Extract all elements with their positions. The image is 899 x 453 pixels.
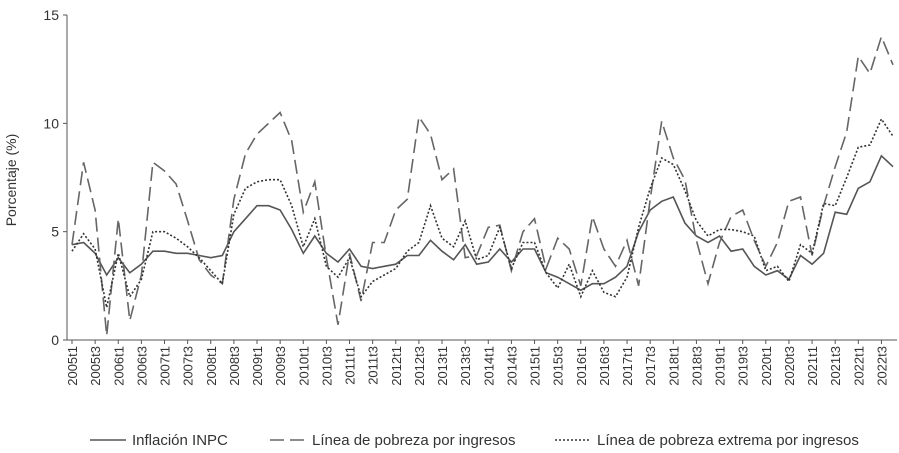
series-line (71, 34, 894, 336)
y-tick-label: 0 (51, 332, 59, 348)
x-tick-label: 2005t3 (88, 346, 103, 386)
x-tick-label: 2010t3 (319, 346, 334, 386)
x-tick-label: 2021t1 (805, 346, 820, 386)
x-tick-label: 2017t3 (643, 346, 658, 386)
x-tick-label: 2017t1 (620, 346, 635, 386)
x-tick-label: 2005t1 (65, 346, 80, 386)
legend-label: Inflación INPC (132, 432, 228, 449)
x-tick-label: 2007t3 (181, 346, 196, 386)
x-tick-label: 2008t1 (204, 346, 219, 386)
x-tick-label: 2016t3 (597, 346, 612, 386)
x-tick-label: 2014t3 (504, 346, 519, 386)
x-tick-label: 2013t1 (435, 346, 450, 386)
x-tick-label: 2012t1 (389, 346, 404, 386)
x-tick-label: 2019t3 (736, 346, 751, 386)
x-tick-label: 2015t1 (528, 346, 543, 386)
y-tick-label: 5 (51, 224, 59, 240)
x-tick-label: 2009t1 (250, 346, 265, 386)
x-tick-label: 2010t1 (296, 346, 311, 386)
legend-label: Línea de pobreza extrema por ingresos (597, 432, 859, 449)
x-tick-label: 2011t3 (366, 346, 381, 385)
series-line (71, 117, 894, 308)
x-tick-label: 2006t1 (111, 346, 126, 386)
x-tick-label: 2014t1 (481, 346, 496, 386)
x-tick-label: 2018t3 (689, 346, 704, 386)
x-tick-label: 2006t3 (134, 346, 149, 386)
legend-label: Línea de pobreza por ingresos (312, 432, 515, 449)
x-tick-label: 2012t3 (412, 346, 427, 386)
y-tick-label: 10 (43, 115, 59, 131)
x-tick-label: 2020t1 (759, 346, 774, 386)
x-tick-label: 2013t3 (458, 346, 473, 386)
x-tick-label: 2011t1 (343, 346, 358, 385)
x-tick-label: 2022t1 (851, 346, 866, 386)
x-tick-label: 2015t3 (551, 346, 566, 386)
x-tick-label: 2009t3 (273, 346, 288, 386)
x-tick-label: 2007t1 (158, 346, 173, 386)
x-tick-label: 2020t3 (782, 346, 797, 386)
y-axis-label: Porcentaje (%) (3, 134, 19, 227)
y-tick-label: 15 (43, 7, 59, 23)
x-tick-label: 2008t3 (227, 346, 242, 386)
x-tick-label: 2021t3 (828, 346, 843, 386)
x-tick-label: 2022t3 (874, 346, 889, 386)
series-line (71, 154, 894, 292)
x-tick-label: 2019t1 (713, 346, 728, 386)
x-tick-label: 2018t1 (666, 346, 681, 386)
x-tick-label: 2016t1 (574, 346, 589, 386)
